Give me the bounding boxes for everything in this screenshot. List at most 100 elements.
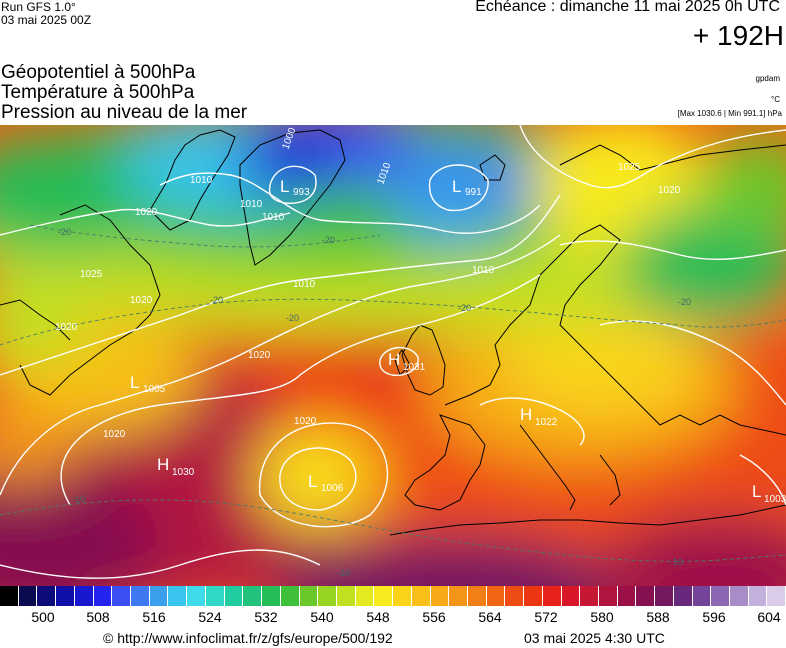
pressure-max-min: [Max 1030.6 | Min 991.1] hPa [677,109,782,118]
color-swatch [449,586,468,606]
pressure-value: 1022 [535,417,558,428]
color-swatch [0,586,19,606]
scale-label: 564 [478,609,502,625]
color-swatch [467,586,487,606]
color-swatch [486,586,506,606]
low-center: L 1005 [130,373,166,395]
isobar-label: 1020 [248,350,271,361]
high-center: H 1022 [520,405,558,428]
isobar-label: 1010 [262,212,285,223]
color-swatch [599,586,618,606]
color-swatch [187,586,206,606]
pressure-letter: H [157,455,169,474]
color-swatch [318,586,337,606]
pressure-value: 993 [293,187,310,198]
color-swatch [580,586,599,606]
high-center: H 1030 [157,455,195,478]
weather-map: 1000 1010 1010 1010 1010 1020 1025 1020 … [0,125,786,586]
pressure-centers: L 993 L 991 H 1031 L 1005 H 1030 L 1006 [130,177,786,505]
pressure-letter: L [752,482,761,501]
color-swatch [262,586,281,606]
scale-label: 588 [646,609,670,625]
unit-temperature: °C [771,95,780,104]
temp-label: -20 [210,295,223,305]
param-geopotential: Géopotentiel à 500hPa [1,62,196,83]
pressure-letter: L [452,177,461,196]
scale-label: 548 [366,609,390,625]
pressure-value: 1005 [143,384,166,395]
scale-label: 596 [702,609,726,625]
low-center: L 991 [452,177,482,198]
color-swatch [655,586,674,606]
color-swatch [692,586,712,606]
temp-label: -10 [670,557,683,567]
color-swatch [524,586,543,606]
color-swatch [131,586,150,606]
scale-label: 556 [422,609,446,625]
temp-label: -20 [678,297,691,307]
param-temperature: Température à 500hPa [1,82,195,103]
isobar-label: 1020 [55,322,78,333]
isobar-label: 1010 [472,265,495,276]
run-title: Run GFS 1.0° [1,0,76,14]
color-swatch [542,586,562,606]
isobar-label: 1025 [80,269,103,280]
pressure-value: 1031 [403,362,426,373]
color-swatch [730,586,749,606]
color-swatch [561,586,581,606]
high-center: H 1031 [388,350,426,373]
color-swatch [673,586,693,606]
isobar-label: 1020 [294,416,317,427]
geopotential-field [0,125,786,586]
color-swatch [56,586,75,606]
color-swatch [336,586,356,606]
pressure-letter: L [308,472,317,491]
color-swatch [411,586,431,606]
low-center: L 993 [280,177,310,198]
temp-label: -20 [322,235,335,245]
color-scale-labels: 500 508 516 524 532 540 548 556 564 572 … [0,609,786,627]
temp-label: -20 [458,303,471,313]
color-swatch [112,586,132,606]
pressure-value: 1006 [321,483,344,494]
unit-geopotential: gpdam [755,74,780,83]
low-center: L 1006 [308,472,344,494]
pressure-value: 991 [465,187,482,198]
isobar-label: 1020 [103,429,126,440]
scale-label: 524 [198,609,222,625]
color-swatch [355,586,375,606]
scale-label: 532 [254,609,278,625]
color-swatch [636,586,656,606]
color-swatch [767,586,786,606]
scale-label: 580 [590,609,614,625]
color-swatch [299,586,319,606]
color-swatch [374,586,394,606]
param-pressure: Pression au niveau de la mer [1,102,248,123]
color-swatch [430,586,450,606]
pressure-value: 1003 [764,494,786,505]
scale-label: 508 [86,609,110,625]
color-swatch [149,586,169,606]
isobar-label: 1020 [135,207,158,218]
pressure-letter: H [520,405,532,424]
isobar-label: 1010 [293,279,316,290]
color-swatch [280,586,300,606]
isobar-label: 1010 [190,175,213,186]
temp-label: -10 [337,568,350,578]
source-credit: © http://www.infoclimat.fr/z/gfs/europe/… [103,630,393,646]
temp-label: -20 [286,313,299,323]
isobar-label: 1025 [618,162,641,173]
isobar-label: 1020 [130,295,153,306]
temp-label: -10 [72,494,85,504]
color-swatch [224,586,244,606]
pressure-letter: L [130,373,139,392]
color-swatch [74,586,94,606]
scale-label: 500 [31,609,55,625]
color-swatch [617,586,637,606]
forecast-hour: + 192H [692,20,784,51]
isobar-label: 1020 [658,185,681,196]
scale-label: 516 [142,609,166,625]
scale-label: 604 [757,609,781,625]
pressure-value: 1030 [172,467,195,478]
issue-time: 03 mai 2025 4:30 UTC [524,630,665,646]
